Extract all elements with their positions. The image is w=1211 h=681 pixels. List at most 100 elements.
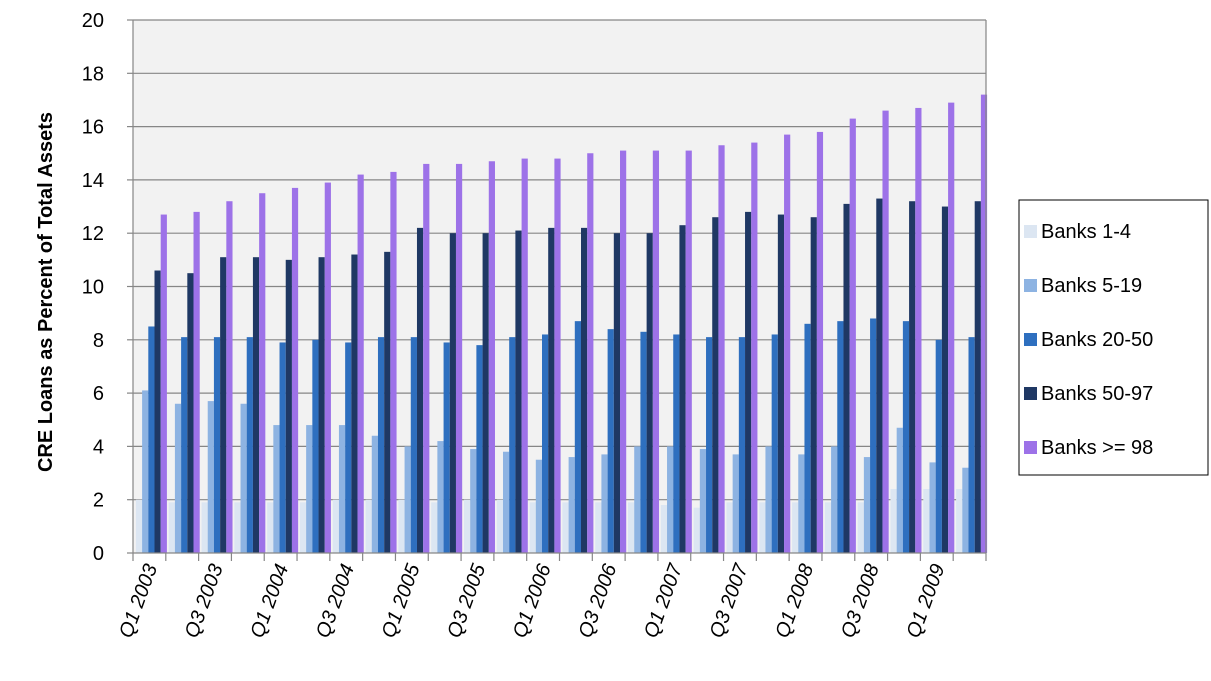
y-axis-title: CRE Loans as Percent of Total Assets [35,112,57,472]
bar-banks-98-q2-2003 [193,211,200,553]
y-tick-label: 8 [93,330,104,352]
bar-banks-5-19-q3-2007 [732,454,739,553]
bar-banks-20-50-q4-2003 [246,337,253,553]
y-tick-label: 10 [82,277,104,299]
bar-banks-50-97-q4-2008 [909,201,916,553]
legend-label: Banks 50-97 [1041,383,1153,405]
legend-swatch [1024,279,1037,292]
y-tick-label: 4 [93,436,104,458]
bar-banks-20-50-q2-2003 [181,337,188,553]
bar-banks-50-97-q4-2007 [777,214,785,554]
bar-banks-98-q3-2008 [882,110,889,554]
y-tick-label: 18 [82,63,104,85]
legend-swatch [1024,387,1037,400]
x-tick-label: Q1 2007 [640,560,687,640]
bar-banks-50-97-q4-2006 [646,233,653,553]
bar-banks-20-50-q2-2005 [443,342,450,553]
bar-banks-1-4-q2-2003 [168,502,175,553]
bar-banks-50-97-q2-2003 [187,273,194,553]
bar-banks-20-50-q3-2004 [345,342,352,553]
bar-banks-1-4-q4-2004 [365,499,372,553]
bar-banks-50-97-q1-2003 [154,270,161,553]
bar-banks-1-4-q1-2006 [529,502,536,553]
bar-banks-50-97-q1-2005 [416,227,424,553]
bar-banks-98-q3-2005 [488,161,495,553]
bar-banks-5-19-q3-2003 [207,401,214,553]
bar-banks-98-q1-2008 [816,131,824,553]
bar-banks-5-19-q4-2003 [240,403,247,553]
legend-box [1018,199,1209,476]
bar-banks-1-4-q2-2006 [562,502,569,553]
bar-banks-50-97-q3-2008 [876,198,883,553]
bar-banks-50-97-q1-2007 [679,225,686,553]
x-tick-label: Q3 2003 [181,561,228,641]
bar-banks-5-19-q4-2006 [634,446,641,553]
x-tick-label: Q3 2008 [837,561,884,641]
bar-banks-98-q4-2008 [915,107,922,553]
bar-banks-1-4-q2-2009 [956,489,963,553]
bar-banks-50-97-q1-2009 [941,206,949,554]
bar-banks-20-50-q1-2004 [279,342,286,553]
y-tick-label: 20 [82,10,104,32]
bar-banks-98-q3-2003 [226,201,233,553]
y-tick-label: 2 [93,490,104,512]
bar-banks-98-q1-2005 [423,163,430,553]
x-tick-label: Q1 2003 [115,561,162,641]
bar-banks-98-q1-2003 [160,214,167,554]
x-tick-label: Q3 2005 [443,560,490,640]
bar-banks-98-q3-2004 [357,174,364,553]
bar-banks-20-50-q4-2005 [509,337,516,553]
bar-banks-1-4-q3-2005 [463,499,471,553]
bar-banks-98-q4-2007 [784,134,791,553]
bar-banks-5-19-q4-2005 [502,451,510,553]
bar-banks-98-q2-2009 [980,94,988,554]
bar-banks-1-4-q3-2003 [201,502,208,553]
bar-banks-98-q1-2007 [685,150,692,553]
legend-label: Banks >= 98 [1041,437,1153,459]
legend-swatch [1024,225,1037,238]
bar-banks-1-4-q3-2006 [595,502,602,553]
y-tick-label: 14 [82,170,104,192]
bar-banks-5-19-q2-2008 [831,446,838,553]
x-tick-label: Q3 2007 [706,560,753,640]
y-tick-label: 12 [82,223,104,245]
x-tick-label: Q1 2009 [903,561,950,641]
bar-banks-1-4-q1-2005 [398,499,405,553]
bar-banks-20-50-q4-2004 [377,337,385,553]
bar-banks-5-19-q1-2006 [535,459,542,553]
legend-label: Banks 5-19 [1041,275,1142,297]
bar-banks-50-97-q1-2008 [810,217,817,553]
y-tick-label: 16 [82,117,104,139]
bar-banks-50-97-q3-2003 [220,257,227,553]
bar-banks-5-19-q3-2006 [601,454,608,553]
bar-banks-1-4-q2-2004 [299,502,307,553]
legend-label: Banks 20-50 [1041,329,1153,351]
bar-banks-20-50-q3-2008 [870,318,877,553]
bar-banks-50-97-q3-2005 [482,233,489,553]
bar-banks-20-50-q3-2003 [213,337,221,553]
bar-banks-50-97-q2-2006 [581,227,588,553]
bar-banks-5-19-q2-2004 [306,425,313,553]
bar-banks-20-50-q1-2006 [542,334,549,553]
x-tick-label: Q3 2004 [312,561,359,641]
bar-banks-1-4-q2-2005 [431,502,438,553]
bar-banks-1-4-q1-2003 [135,499,143,553]
x-tick-label: Q1 2005 [378,560,425,640]
bar-banks-1-4-q4-2003 [234,502,241,553]
bar-banks-5-19-q3-2005 [470,449,477,553]
bar-banks-1-4-q4-2005 [496,499,503,553]
bar-banks-5-19-q2-2006 [568,457,575,553]
bar-banks-20-50-q4-2007 [771,334,778,553]
bar-banks-50-97-q2-2009 [974,201,981,553]
bar-banks-50-97-q4-2004 [384,251,391,553]
bar-banks-5-19-q4-2007 [765,446,772,553]
bar-banks-20-50-q2-2004 [312,339,319,553]
bar-banks-20-50-q1-2005 [410,337,417,553]
bar-banks-1-4-q2-2008 [824,502,832,553]
bar-banks-98-q4-2004 [390,171,397,553]
bar-banks-20-50-q1-2009 [935,339,942,553]
bar-banks-20-50-q4-2006 [640,331,647,553]
bar-banks-20-50-q3-2005 [476,345,483,553]
bar-banks-98-q2-2006 [587,153,594,553]
